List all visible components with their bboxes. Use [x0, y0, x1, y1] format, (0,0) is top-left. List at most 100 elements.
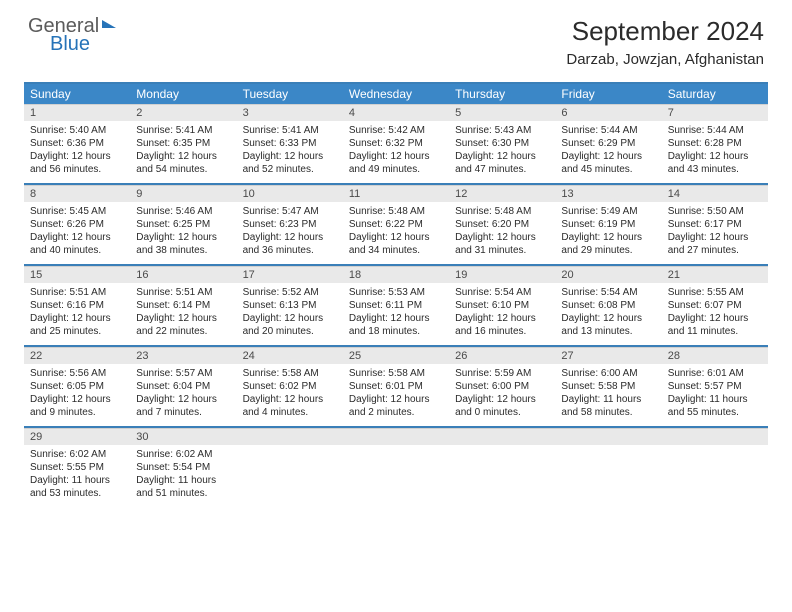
daylight-line1: Daylight: 12 hours: [30, 312, 124, 325]
sunset: Sunset: 6:28 PM: [668, 137, 762, 150]
sunset: Sunset: 6:17 PM: [668, 218, 762, 231]
sunset: Sunset: 6:19 PM: [561, 218, 655, 231]
sunset: Sunset: 6:00 PM: [455, 380, 549, 393]
sunrise: Sunrise: 5:57 AM: [136, 367, 230, 380]
day-cell: Sunrise: 5:50 AMSunset: 6:17 PMDaylight:…: [662, 202, 768, 266]
day-cell: Sunrise: 5:52 AMSunset: 6:13 PMDaylight:…: [237, 283, 343, 347]
daylight-line2: and 52 minutes.: [243, 163, 337, 176]
sunset: Sunset: 5:58 PM: [561, 380, 655, 393]
sunrise: Sunrise: 5:58 AM: [349, 367, 443, 380]
content-row: Sunrise: 5:56 AMSunset: 6:05 PMDaylight:…: [24, 364, 768, 428]
sunrise: Sunrise: 5:43 AM: [455, 124, 549, 137]
sunset: Sunset: 6:07 PM: [668, 299, 762, 312]
sunrise: Sunrise: 6:02 AM: [30, 448, 124, 461]
day-cell: Sunrise: 5:58 AMSunset: 6:02 PMDaylight:…: [237, 364, 343, 428]
daylight-line1: Daylight: 11 hours: [561, 393, 655, 406]
content-row: Sunrise: 5:40 AMSunset: 6:36 PMDaylight:…: [24, 121, 768, 185]
day-cell: Sunrise: 5:55 AMSunset: 6:07 PMDaylight:…: [662, 283, 768, 347]
day-cell: Sunrise: 5:49 AMSunset: 6:19 PMDaylight:…: [555, 202, 661, 266]
daylight-line1: Daylight: 12 hours: [455, 150, 549, 163]
day-cell: Sunrise: 5:40 AMSunset: 6:36 PMDaylight:…: [24, 121, 130, 185]
day-number: 8: [24, 185, 130, 202]
sunrise: Sunrise: 5:44 AM: [561, 124, 655, 137]
daylight-line1: Daylight: 12 hours: [561, 231, 655, 244]
sunrise: Sunrise: 6:02 AM: [136, 448, 230, 461]
day-cell: Sunrise: 6:01 AMSunset: 5:57 PMDaylight:…: [662, 364, 768, 428]
sunrise: Sunrise: 5:54 AM: [455, 286, 549, 299]
daylight-line2: and 29 minutes.: [561, 244, 655, 257]
day-cell: Sunrise: 6:02 AMSunset: 5:55 PMDaylight:…: [24, 445, 130, 509]
sunrise: Sunrise: 5:41 AM: [243, 124, 337, 137]
day-number: 2: [130, 104, 236, 121]
day-number: 7: [662, 104, 768, 121]
sunrise: Sunrise: 5:51 AM: [30, 286, 124, 299]
daylight-line2: and 38 minutes.: [136, 244, 230, 257]
day-cell: Sunrise: 5:56 AMSunset: 6:05 PMDaylight:…: [24, 364, 130, 428]
daylight-line2: and 4 minutes.: [243, 406, 337, 419]
daylight-line2: and 0 minutes.: [455, 406, 549, 419]
day-number: 22: [24, 347, 130, 364]
daylight-line1: Daylight: 12 hours: [561, 312, 655, 325]
day-cell: [449, 445, 555, 509]
day-header: Friday: [555, 84, 661, 104]
page-title: September 2024: [566, 16, 764, 47]
daylight-line1: Daylight: 12 hours: [455, 231, 549, 244]
daylight-line1: Daylight: 12 hours: [30, 150, 124, 163]
sunset: Sunset: 6:30 PM: [455, 137, 549, 150]
daylight-line2: and 9 minutes.: [30, 406, 124, 419]
sunrise: Sunrise: 5:50 AM: [668, 205, 762, 218]
sunrise: Sunrise: 5:44 AM: [668, 124, 762, 137]
day-number: [237, 428, 343, 445]
daylight-line2: and 34 minutes.: [349, 244, 443, 257]
daylight-line1: Daylight: 12 hours: [455, 393, 549, 406]
daylight-line1: Daylight: 12 hours: [136, 312, 230, 325]
day-number: [555, 428, 661, 445]
day-cell: Sunrise: 5:58 AMSunset: 6:01 PMDaylight:…: [343, 364, 449, 428]
daylight-line2: and 11 minutes.: [668, 325, 762, 338]
sunset: Sunset: 5:57 PM: [668, 380, 762, 393]
content-row: Sunrise: 5:51 AMSunset: 6:16 PMDaylight:…: [24, 283, 768, 347]
day-number: [662, 428, 768, 445]
daylight-line1: Daylight: 12 hours: [668, 150, 762, 163]
sunrise: Sunrise: 5:53 AM: [349, 286, 443, 299]
sunrise: Sunrise: 6:00 AM: [561, 367, 655, 380]
day-cell: Sunrise: 5:48 AMSunset: 6:22 PMDaylight:…: [343, 202, 449, 266]
daylight-line2: and 54 minutes.: [136, 163, 230, 176]
sunrise: Sunrise: 6:01 AM: [668, 367, 762, 380]
day-cell: [555, 445, 661, 509]
day-cell: Sunrise: 5:42 AMSunset: 6:32 PMDaylight:…: [343, 121, 449, 185]
sunset: Sunset: 6:08 PM: [561, 299, 655, 312]
daylight-line1: Daylight: 12 hours: [243, 312, 337, 325]
daylight-line2: and 40 minutes.: [30, 244, 124, 257]
day-number: 10: [237, 185, 343, 202]
day-cell: Sunrise: 5:51 AMSunset: 6:14 PMDaylight:…: [130, 283, 236, 347]
sunrise: Sunrise: 5:47 AM: [243, 205, 337, 218]
daylight-line2: and 56 minutes.: [30, 163, 124, 176]
day-number: 24: [237, 347, 343, 364]
daylight-line2: and 7 minutes.: [136, 406, 230, 419]
sunset: Sunset: 6:22 PM: [349, 218, 443, 231]
day-cell: Sunrise: 5:53 AMSunset: 6:11 PMDaylight:…: [343, 283, 449, 347]
day-number: 1: [24, 104, 130, 121]
daylight-line2: and 43 minutes.: [668, 163, 762, 176]
sunset: Sunset: 6:16 PM: [30, 299, 124, 312]
logo-triangle-icon: [102, 20, 116, 28]
day-number: 6: [555, 104, 661, 121]
daylight-line2: and 58 minutes.: [561, 406, 655, 419]
daynum-row: 2930: [24, 428, 768, 445]
day-cell: Sunrise: 5:46 AMSunset: 6:25 PMDaylight:…: [130, 202, 236, 266]
sunset: Sunset: 6:14 PM: [136, 299, 230, 312]
logo-text-block: General Blue: [28, 16, 99, 54]
day-number: 20: [555, 266, 661, 283]
day-number: 15: [24, 266, 130, 283]
day-number: 13: [555, 185, 661, 202]
day-cell: [343, 445, 449, 509]
day-cell: Sunrise: 5:41 AMSunset: 6:35 PMDaylight:…: [130, 121, 236, 185]
daylight-line2: and 55 minutes.: [668, 406, 762, 419]
sunrise: Sunrise: 5:49 AM: [561, 205, 655, 218]
sunrise: Sunrise: 5:59 AM: [455, 367, 549, 380]
daylight-line2: and 13 minutes.: [561, 325, 655, 338]
sunset: Sunset: 6:20 PM: [455, 218, 549, 231]
sunrise: Sunrise: 5:55 AM: [668, 286, 762, 299]
daylight-line2: and 53 minutes.: [30, 487, 124, 500]
